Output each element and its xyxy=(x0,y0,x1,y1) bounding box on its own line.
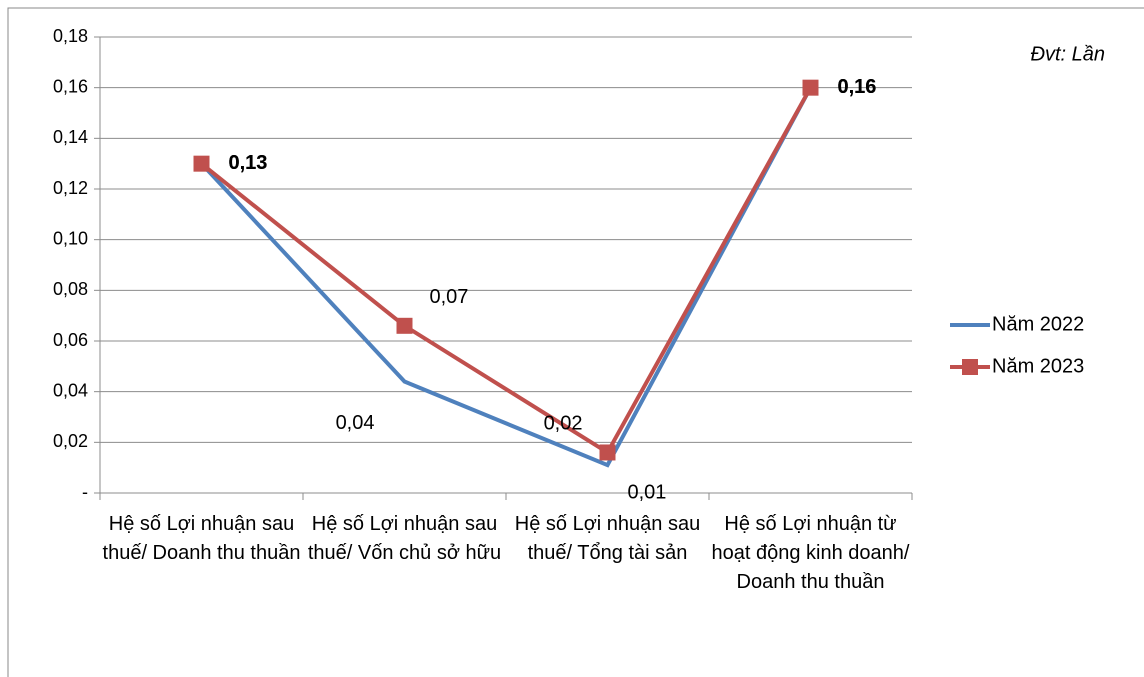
y-tick-label: 0,12 xyxy=(53,178,88,198)
legend-label: Năm 2023 xyxy=(992,355,1084,377)
data-label: 0,16 xyxy=(838,76,877,98)
y-tick-label: 0,02 xyxy=(53,431,88,451)
x-tick-label: Hệ số Lợi nhuận sau thuế/ Tổng tài sản xyxy=(515,513,700,564)
legend-label: Năm 2022 xyxy=(992,313,1084,335)
unit-annotation: Đvt: Lần xyxy=(1031,43,1105,65)
data-label: 0,13 xyxy=(229,152,268,174)
y-tick-label: 0,10 xyxy=(53,228,88,248)
data-label: 0,16 xyxy=(838,76,877,98)
x-tick-label: Hệ số Lợi nhuận từ hoạt động kinh doanh/D… xyxy=(712,513,910,593)
legend-marker xyxy=(962,359,978,375)
data-label: 0,02 xyxy=(544,413,583,435)
series-marker xyxy=(396,317,413,334)
y-tick-label: 0,14 xyxy=(53,127,88,147)
y-tick-label: 0,06 xyxy=(53,330,88,350)
y-tick-label: - xyxy=(82,482,88,502)
data-label: 0,07 xyxy=(430,286,469,308)
series-marker xyxy=(599,444,616,461)
y-tick-label: 0,08 xyxy=(53,279,88,299)
chart-frame xyxy=(7,7,1144,677)
data-label: 0,01 xyxy=(628,481,667,503)
series-line xyxy=(200,86,813,468)
y-tick-label: 0,04 xyxy=(53,380,88,400)
x-tick-label: Hệ số Lợi nhuận sau thuế/ Doanh thu thuần xyxy=(103,513,301,564)
y-tick-label: 0,18 xyxy=(53,26,88,46)
data-label: 0,04 xyxy=(336,412,375,434)
series-marker xyxy=(193,155,210,172)
series-marker xyxy=(802,79,819,96)
series-line xyxy=(200,86,813,456)
x-tick-label: Hệ số Lợi nhuận sau thuế/ Vốn chủ sở hữu xyxy=(308,513,501,564)
data-label: 0,13 xyxy=(229,152,268,174)
y-tick-label: 0,16 xyxy=(53,76,88,96)
